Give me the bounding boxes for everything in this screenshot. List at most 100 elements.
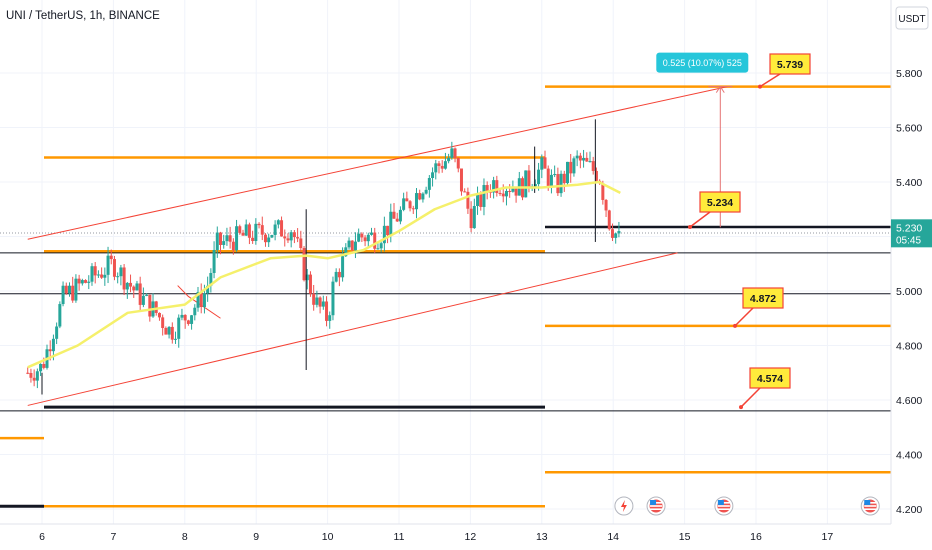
candle-up xyxy=(96,274,100,276)
candle-up xyxy=(273,224,277,236)
candle-down xyxy=(527,170,531,187)
candle-up xyxy=(90,266,94,282)
time-tick: 12 xyxy=(465,531,477,543)
candle-up xyxy=(434,163,438,173)
candle-up xyxy=(370,232,374,235)
candle-up xyxy=(289,232,293,241)
flag-us-icon[interactable] xyxy=(860,496,880,516)
candle-up xyxy=(55,326,59,339)
callout-pointer xyxy=(740,387,761,408)
measure-label: 0.525 (10.07%) 525 xyxy=(663,58,742,68)
candle-up xyxy=(389,211,393,236)
candle-up xyxy=(344,247,348,257)
candle-up xyxy=(366,234,370,242)
moving-average-line xyxy=(27,180,621,369)
candle-down xyxy=(440,165,444,169)
candle-down xyxy=(32,377,36,381)
flag-canton xyxy=(650,500,657,505)
candle-down xyxy=(292,232,296,238)
angle-line[interactable] xyxy=(177,285,221,319)
candle-up xyxy=(35,371,39,381)
moving-average xyxy=(27,180,621,369)
candle-down xyxy=(132,286,136,291)
callout-box[interactable] xyxy=(769,53,811,75)
candle-up xyxy=(559,173,563,194)
candle-up xyxy=(347,240,351,248)
chart-title: UNI / TetherUS, 1h, BINANCE xyxy=(6,10,160,22)
horizontal-levels[interactable] xyxy=(0,0,891,508)
candle-down xyxy=(157,312,161,318)
callout-pointer xyxy=(759,73,781,88)
price-tick: 4.200 xyxy=(896,504,922,516)
time-tick: 7 xyxy=(110,531,116,543)
candle-down xyxy=(71,285,75,301)
candle-down xyxy=(569,161,573,174)
lightning-icon[interactable] xyxy=(614,496,634,516)
candle-down xyxy=(479,194,483,207)
candle-up xyxy=(180,314,184,318)
candle-down xyxy=(241,232,245,236)
candle-up xyxy=(196,292,200,308)
candle-up xyxy=(376,248,380,250)
price-countdown: 05:45 xyxy=(896,235,921,246)
candle-down xyxy=(418,193,422,200)
channel-lower-line[interactable] xyxy=(27,252,678,406)
candle-up xyxy=(276,220,280,225)
candle-down xyxy=(186,320,190,324)
current-price-value: 5.230 xyxy=(896,222,922,234)
callouts[interactable]: 5.739 5.234 4.872 4.574 xyxy=(688,53,811,410)
candle-up xyxy=(235,226,239,251)
flag-canton xyxy=(717,500,724,505)
candle-up xyxy=(588,161,592,163)
candle-up xyxy=(427,178,431,190)
candle-up xyxy=(447,157,451,162)
candle-down xyxy=(610,229,614,238)
candle-up xyxy=(103,274,107,278)
callout-box[interactable] xyxy=(699,191,741,213)
candle-up xyxy=(482,185,486,207)
candle-down xyxy=(363,237,367,242)
candle-down xyxy=(459,168,463,192)
candle-up xyxy=(202,293,206,307)
price-axis-panel[interactable] xyxy=(891,0,932,550)
price-axis[interactable]: 5.800 5.600 5.400 5.000 4.800 4.600 4.400 4.200 xyxy=(896,68,922,516)
candle-down xyxy=(42,363,46,368)
flag-stripe xyxy=(717,508,730,510)
candle-down xyxy=(219,232,222,245)
flag-us-icon[interactable] xyxy=(646,496,666,516)
candle-up xyxy=(504,190,508,197)
flag-stripe xyxy=(864,508,877,510)
candle-up xyxy=(61,285,65,305)
candle-up xyxy=(270,235,274,238)
candle-up xyxy=(167,326,171,335)
candle-down xyxy=(148,294,152,317)
candle-down xyxy=(501,193,505,197)
flag-us-icon[interactable] xyxy=(714,496,734,516)
candle-up xyxy=(67,285,71,294)
channel-lines[interactable] xyxy=(27,86,728,406)
time-axis[interactable]: 6 7 8 9 10 11 12 13 14 15 16 17 xyxy=(39,531,833,543)
candle-down xyxy=(408,201,412,209)
candle-up xyxy=(431,172,435,179)
candle-down xyxy=(302,248,306,281)
time-tick: 6 xyxy=(39,531,45,543)
event-markers[interactable] xyxy=(614,496,880,516)
candle-down xyxy=(48,349,52,352)
time-tick: 10 xyxy=(322,531,334,543)
candle-up xyxy=(125,282,129,290)
channel-upper-line[interactable] xyxy=(27,86,728,240)
candle-up xyxy=(540,157,544,170)
candle-down xyxy=(485,185,489,192)
candle-up xyxy=(116,276,120,278)
currency-box[interactable]: USDT xyxy=(895,6,929,30)
callout-box[interactable] xyxy=(749,367,791,389)
candle-down xyxy=(77,278,81,284)
callout-box[interactable] xyxy=(742,287,784,309)
candle-down xyxy=(405,198,409,202)
measure-label-box[interactable] xyxy=(656,52,749,73)
candle-down xyxy=(601,183,605,200)
candle-up xyxy=(353,241,357,251)
